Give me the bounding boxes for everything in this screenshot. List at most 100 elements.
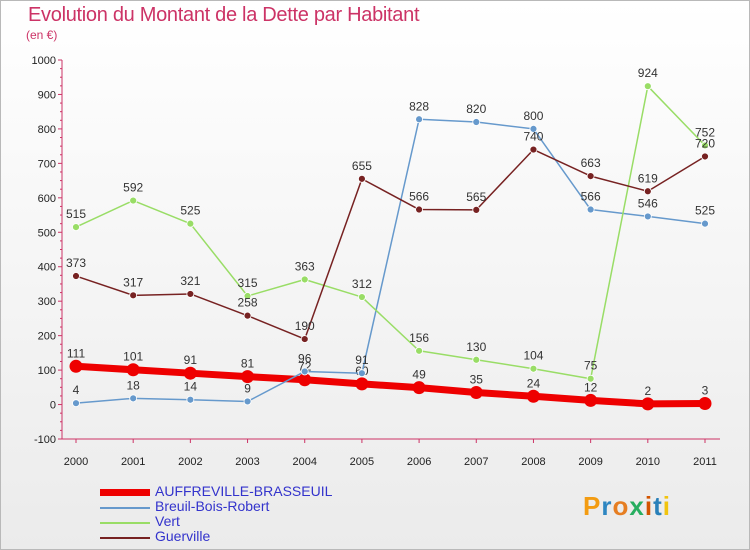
x-tick-label: 2003 — [235, 456, 259, 468]
data-label: 565 — [466, 190, 486, 204]
legend-label: AUFFREVILLE-BRASSEUIL — [155, 483, 333, 499]
legend-swatch — [100, 489, 150, 496]
data-point — [701, 141, 709, 150]
legend-label: Vert — [155, 513, 180, 529]
data-point — [129, 196, 138, 205]
data-point — [298, 373, 312, 387]
proxiti-logo: Proxiti — [583, 491, 671, 522]
data-point — [472, 355, 481, 364]
data-label: 156 — [409, 331, 429, 345]
data-point — [586, 374, 595, 383]
data-label: 14 — [184, 380, 198, 394]
data-point — [641, 397, 655, 411]
data-label: 91 — [184, 353, 198, 367]
data-point — [243, 292, 252, 300]
data-point — [586, 205, 595, 214]
series-line — [72, 362, 709, 408]
data-label: 373 — [66, 256, 86, 270]
data-point — [472, 118, 481, 126]
chart-unit-label: (en €) — [26, 28, 58, 42]
y-tick-label: -100 — [34, 434, 56, 446]
data-label: 828 — [409, 99, 429, 113]
data-label: 35 — [470, 372, 484, 386]
data-label: 800 — [523, 109, 543, 123]
legend-label: Guerville — [155, 528, 211, 544]
data-label: 18 — [127, 378, 141, 392]
data-label: 525 — [180, 204, 200, 218]
x-tick-label: 2002 — [178, 456, 202, 468]
logo-letter: P — [583, 491, 602, 521]
data-point — [72, 272, 80, 280]
data-point — [129, 394, 138, 403]
data-point — [358, 293, 366, 301]
data-point — [469, 385, 483, 399]
data-point — [126, 363, 140, 377]
logo-letter: r — [601, 491, 613, 521]
data-point — [584, 393, 598, 407]
data-point — [412, 381, 426, 395]
data-point — [358, 369, 366, 378]
y-tick-label: 900 — [38, 89, 56, 101]
chart-title: Evolution du Montant de la Dette par Hab… — [28, 4, 420, 26]
legend-swatch — [100, 507, 150, 509]
data-label: 24 — [527, 376, 541, 390]
x-tick-label: 2009 — [578, 456, 602, 468]
y-tick-label: 600 — [38, 193, 56, 205]
data-point — [72, 223, 80, 232]
data-label: 9 — [244, 381, 251, 395]
data-label: 655 — [352, 159, 372, 173]
data-label: 566 — [409, 190, 429, 204]
y-tick-label: 500 — [38, 227, 56, 239]
x-tick-label: 2008 — [521, 456, 545, 468]
data-label: 317 — [123, 275, 143, 289]
data-point — [72, 399, 80, 408]
logo-letter: x — [629, 491, 645, 521]
y-tick-label: 800 — [38, 124, 56, 136]
data-point — [300, 367, 309, 376]
data-point — [529, 364, 538, 373]
data-point — [415, 205, 423, 214]
data-label: 363 — [295, 259, 315, 273]
data-label: 190 — [295, 319, 315, 333]
data-point — [415, 346, 423, 355]
x-tick-label: 2000 — [64, 456, 88, 468]
data-label: 515 — [66, 207, 86, 221]
data-label: 81 — [241, 357, 255, 371]
data-label: 111 — [67, 346, 86, 360]
y-tick-label: 200 — [38, 331, 56, 343]
legend-swatch — [100, 537, 150, 539]
data-label: 820 — [466, 102, 486, 116]
y-tick-label: 100 — [38, 365, 56, 377]
data-point — [701, 152, 709, 161]
data-label: 75 — [584, 359, 598, 373]
data-point — [415, 115, 423, 124]
data-label: 312 — [352, 277, 372, 291]
legend-swatch — [100, 522, 150, 524]
data-point — [186, 219, 195, 228]
data-label: 566 — [581, 190, 601, 204]
data-label: 663 — [581, 156, 601, 170]
data-point — [526, 389, 540, 403]
data-label: 3 — [702, 384, 709, 398]
series-line — [75, 118, 706, 404]
logo-letter: i — [644, 491, 654, 521]
data-point — [183, 366, 197, 380]
data-point — [300, 335, 309, 343]
logo-letter: o — [612, 491, 630, 521]
x-tick-label: 2007 — [464, 456, 488, 468]
x-tick-label: 2005 — [350, 456, 374, 468]
data-label: 258 — [238, 296, 258, 310]
data-label: 592 — [123, 181, 143, 195]
data-point — [529, 145, 538, 154]
data-point — [701, 219, 709, 228]
data-label: 130 — [466, 340, 486, 354]
x-tick-label: 2010 — [636, 456, 660, 468]
data-label: 752 — [695, 125, 715, 139]
legend-item: Breuil-Bois-Robert — [100, 498, 400, 515]
data-point — [243, 397, 252, 406]
data-point — [241, 370, 255, 384]
data-point — [586, 172, 595, 181]
y-tick-label: 700 — [38, 158, 56, 170]
